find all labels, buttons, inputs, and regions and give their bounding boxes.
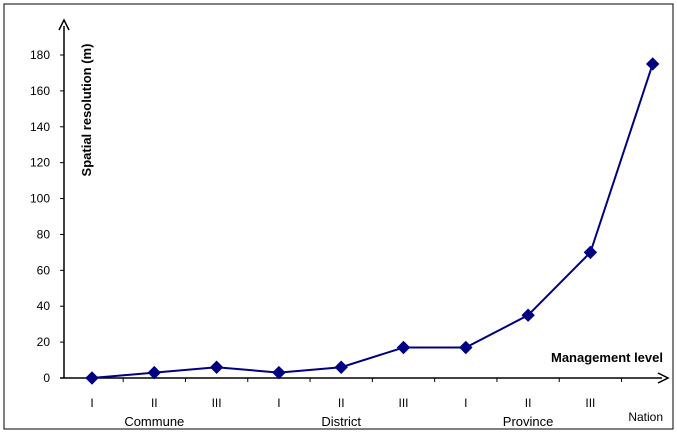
y-tick-label: 160 [30, 84, 50, 98]
series [85, 57, 660, 385]
x-group-label: Province [503, 414, 554, 429]
x-tick-label: Nation [628, 410, 663, 424]
y-tick-label: 40 [37, 299, 51, 313]
x-tick-label: III [212, 396, 222, 410]
y-tick-label: 0 [43, 371, 50, 385]
y-axis-ticks: 0 20 40 60 80 100 120 140 160 180 [30, 48, 64, 385]
x-tick-label: II [151, 396, 158, 410]
x-tick-label: III [585, 396, 595, 410]
x-tick-label: I [90, 396, 93, 410]
y-tick-label: 140 [30, 120, 50, 134]
x-group-label: District [321, 414, 361, 429]
data-point [396, 340, 411, 355]
y-tick-label: 120 [30, 156, 50, 170]
x-group-label: Commune [124, 414, 184, 429]
y-tick-label: 80 [37, 227, 51, 241]
y-axis-title: Spatial resolution (m) [79, 44, 94, 177]
chart-frame [3, 3, 674, 430]
data-point [85, 371, 99, 385]
data-point [521, 308, 535, 322]
x-tick-label: I [277, 396, 280, 410]
data-point [583, 245, 598, 260]
series-line [91, 63, 654, 379]
y-tick-label: 60 [37, 263, 51, 277]
y-tick-label: 20 [37, 335, 51, 349]
x-axis-title: Management level [551, 350, 663, 365]
data-point [147, 365, 162, 380]
x-axis-arrow [657, 372, 670, 384]
category-groups: Commune District Province [124, 414, 553, 429]
y-axis-arrow [58, 18, 70, 31]
data-point [272, 365, 286, 380]
x-tick-label: II [338, 396, 345, 410]
data-point [334, 360, 348, 374]
x-tick-label: I [464, 396, 467, 410]
y-tick-label: 180 [30, 48, 50, 62]
axes [58, 18, 670, 384]
x-tick-label: II [525, 396, 532, 410]
data-point [645, 57, 660, 71]
x-tick-label: III [398, 396, 408, 410]
y-tick-label: 100 [30, 192, 50, 206]
data-point [209, 360, 224, 374]
data-point [459, 340, 473, 355]
